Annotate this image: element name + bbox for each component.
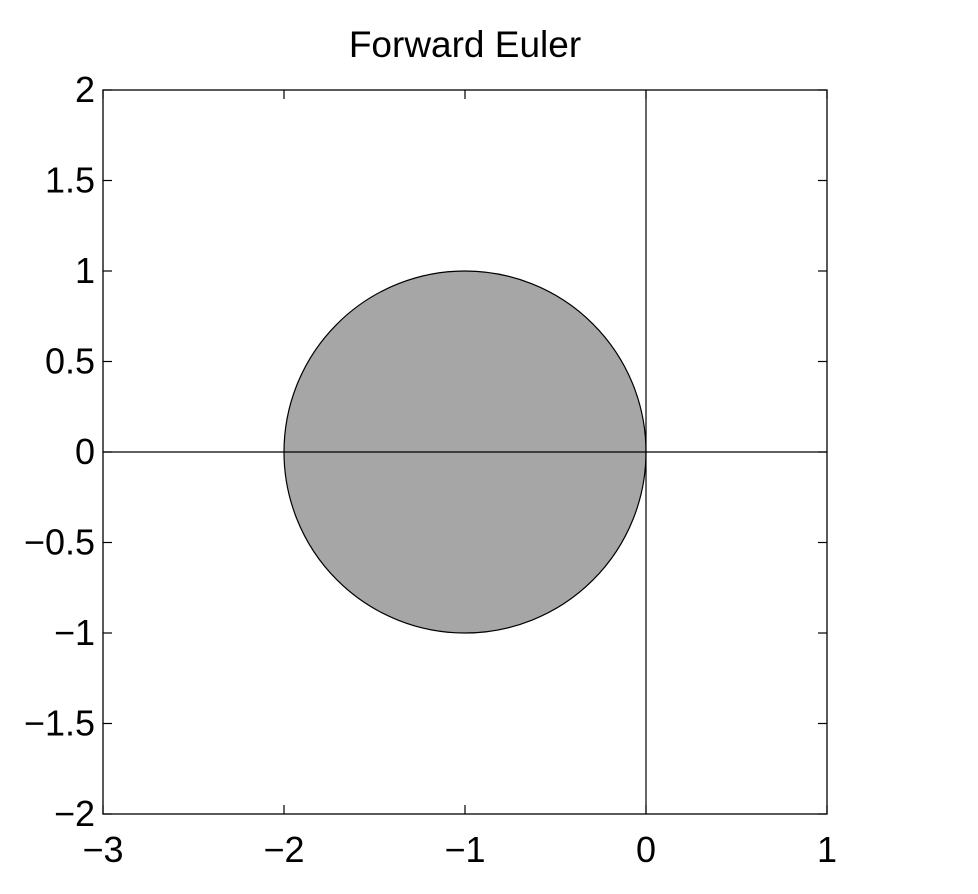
y-tick-label: 0 bbox=[75, 431, 95, 472]
y-tick-label: −2 bbox=[54, 793, 95, 834]
y-tick-label: −0.5 bbox=[24, 522, 95, 563]
y-tick-label: 1.5 bbox=[45, 160, 95, 201]
x-tick-label: −2 bbox=[263, 829, 304, 870]
x-tick-label: −1 bbox=[444, 829, 485, 870]
y-tick-label: −1.5 bbox=[24, 703, 95, 744]
x-tick-label: 0 bbox=[636, 829, 656, 870]
y-tick-label: −1 bbox=[54, 612, 95, 653]
y-tick-label: 2 bbox=[75, 69, 95, 110]
x-tick-label: 1 bbox=[817, 829, 837, 870]
chart-title: Forward Euler bbox=[349, 24, 581, 65]
plot-area bbox=[103, 90, 827, 814]
x-tick-label: −3 bbox=[82, 829, 123, 870]
y-tick-label: 0.5 bbox=[45, 341, 95, 382]
y-tick-label: 1 bbox=[75, 250, 95, 291]
axes: −3 −2 −1 0 1−2−1.5−1−0.500.511.52 bbox=[24, 69, 837, 870]
